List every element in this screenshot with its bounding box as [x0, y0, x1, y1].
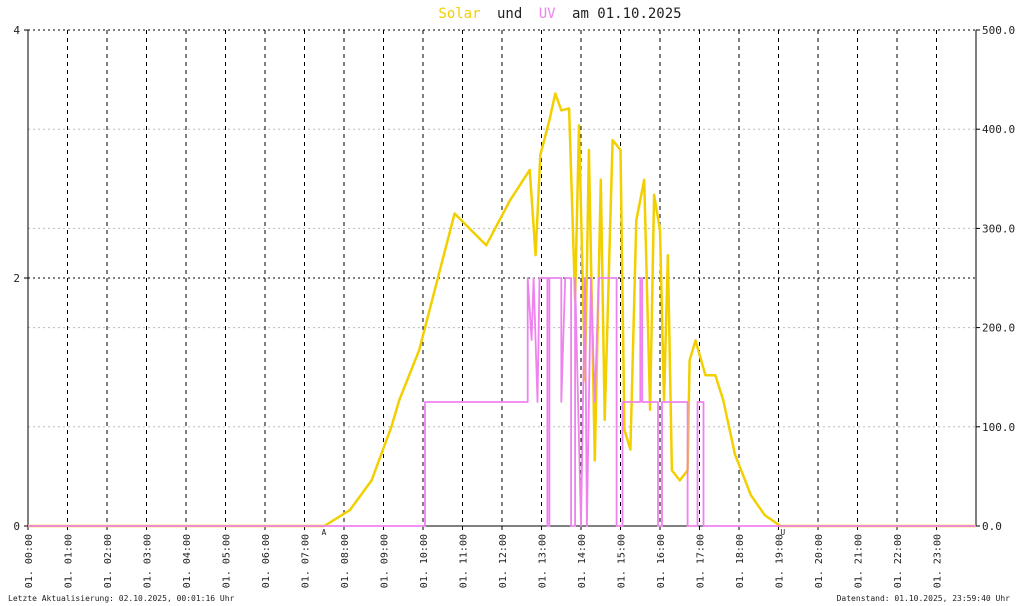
y-tick-label: 0: [13, 520, 20, 533]
y2-tick-label: 400.0: [982, 123, 1015, 136]
series-line: [28, 92, 976, 528]
x-tick-label: 01. 00:00: [24, 534, 35, 588]
x-tick-label: 01. 18:00: [735, 534, 746, 588]
x-tick-label: 01. 22:00: [893, 534, 904, 588]
title-und: und: [497, 6, 522, 22]
x-tick-label: 01. 23:00: [933, 534, 944, 588]
x-tick-label: 01. 11:00: [459, 534, 470, 588]
x-tick-label: 01. 02:00: [103, 534, 114, 588]
chart-title: Solar und UV am 01.10.2025: [438, 6, 681, 22]
footer-right: Datenstand: 01.10.2025, 23:59:40 Uhr: [837, 594, 1011, 603]
x-tick-label: 01. 06:00: [261, 534, 272, 588]
y2-tick-label: 0.0: [982, 520, 1002, 533]
x-tick-label: 01. 04:00: [182, 534, 193, 588]
x-tick-label: 01. 14:00: [577, 534, 588, 588]
y2-tick-label: 100.0: [982, 421, 1015, 434]
title-date: am 01.10.2025: [572, 6, 682, 22]
title-uv: UV: [539, 6, 556, 22]
x-tick-label: 01. 03:00: [143, 534, 154, 588]
x-tick-label: 01. 17:00: [696, 534, 707, 588]
x-tick-label: 01. 08:00: [340, 534, 351, 588]
x-tick-label: 01. 07:00: [301, 534, 312, 588]
x-tick-label: 01. 10:00: [419, 534, 430, 588]
x-tick-label: 01. 12:00: [498, 534, 509, 588]
footer-left: Letzte Aktualisierung: 02.10.2025, 00:01…: [8, 594, 235, 603]
title-solar: Solar: [438, 6, 480, 22]
x-tick-label: 01. 13:00: [538, 534, 549, 588]
x-tick-label: 01. 15:00: [617, 534, 628, 588]
x-tick-label: 01. 19:00: [775, 534, 786, 588]
x-tick-label: 01. 21:00: [854, 534, 865, 588]
event-marker: A: [321, 528, 326, 537]
x-tick-label: 01. 01:00: [64, 534, 75, 588]
y2-tick-label: 200.0: [982, 322, 1015, 335]
x-tick-label: 01. 09:00: [380, 534, 391, 588]
event-marker: U: [780, 528, 785, 537]
series-line: [28, 277, 976, 527]
y2-tick-label: 300.0: [982, 222, 1015, 235]
y2-tick-label: 500.0: [982, 24, 1015, 37]
y-tick-label: 4: [13, 24, 20, 37]
y-tick-label: 2: [13, 272, 20, 285]
x-tick-label: 01. 05:00: [222, 534, 233, 588]
x-tick-label: 01. 20:00: [814, 534, 825, 588]
x-tick-label: 01. 16:00: [656, 534, 667, 588]
